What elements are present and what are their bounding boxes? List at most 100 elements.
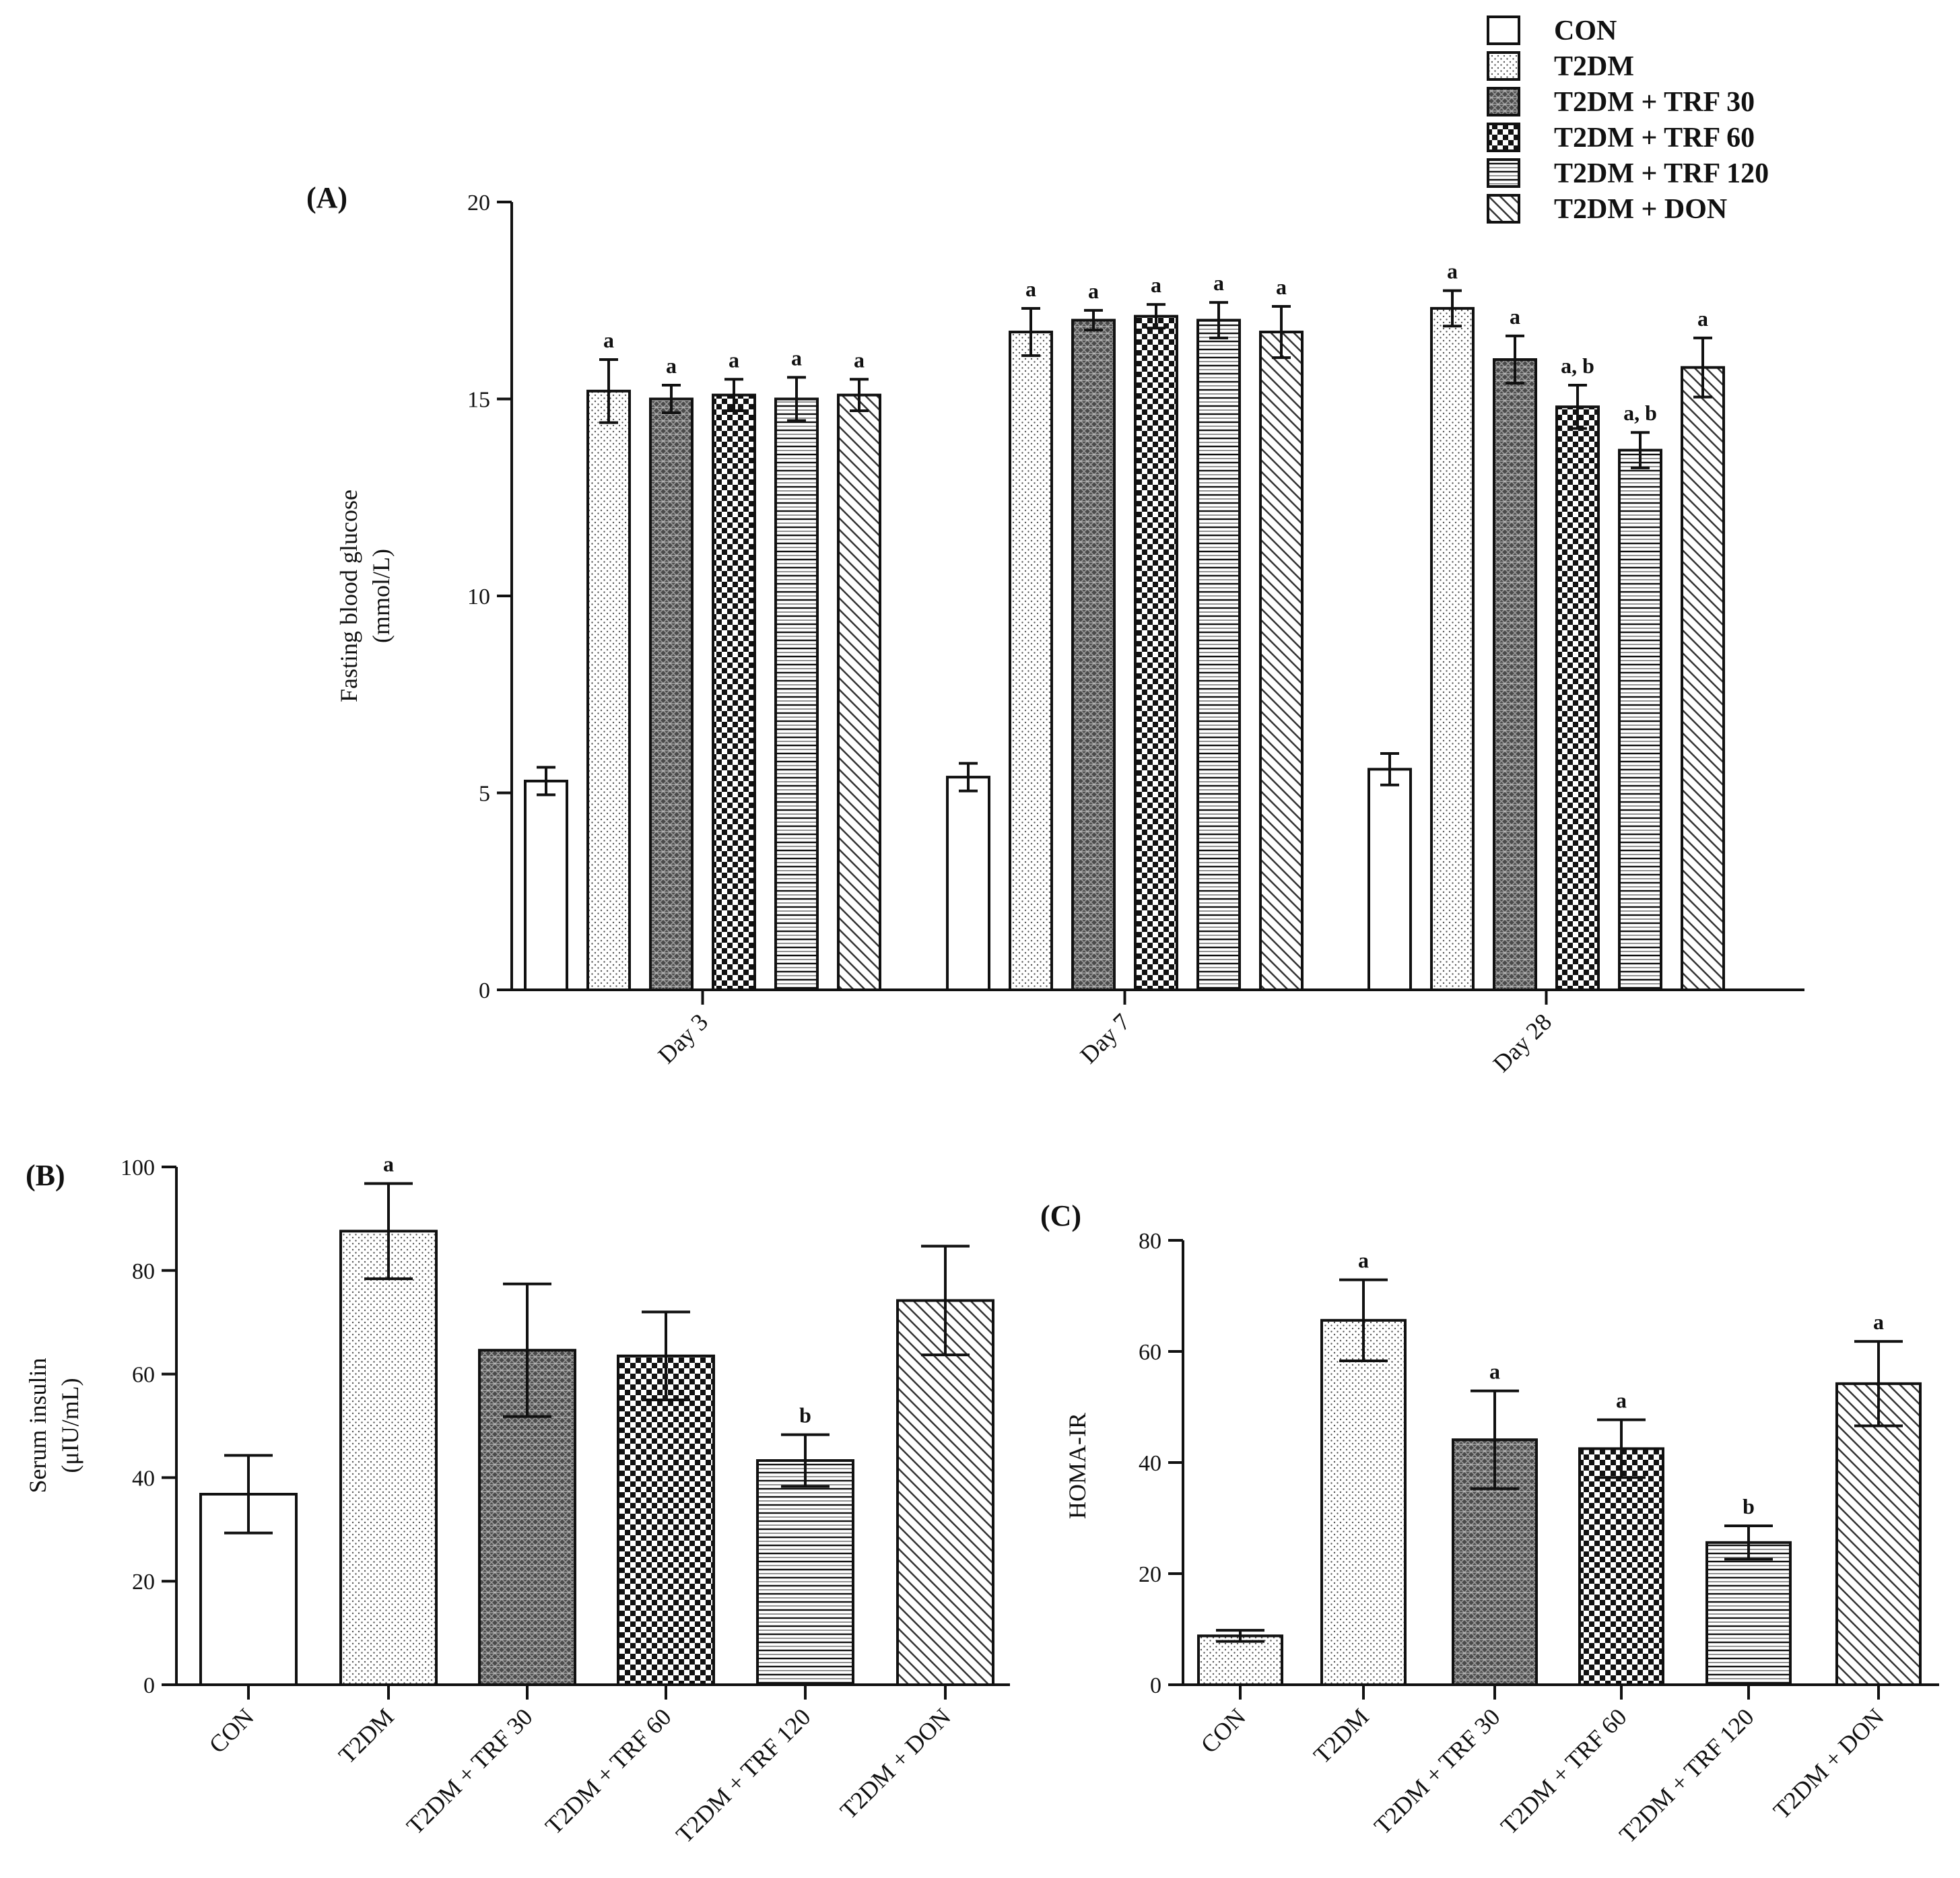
panel-a-label: (A) <box>306 181 347 214</box>
bar-day-7-t2dm-trf-120 <box>1196 318 1241 991</box>
sig-label-day-7-t2dm-trf-30: a <box>1088 279 1099 303</box>
sig-label-day-28-t2dm: a <box>1447 259 1458 283</box>
panel-c-y-tick-label: 60 <box>1139 1340 1161 1365</box>
sig-label-day-28-t2dm-trf-30: a <box>1510 304 1520 329</box>
legend-label: T2DM + TRF 60 <box>1554 123 1755 154</box>
legend-item-con: CON <box>1487 15 1617 46</box>
panel-c-x-label-t2dm-trf-30: T2DM + TRF 30 <box>1369 1703 1506 1840</box>
sig-label-day-28-t2dm-trf-60: a, b <box>1561 354 1594 378</box>
bar-day-28-con <box>1367 768 1412 992</box>
bar-day-7-con <box>946 776 990 991</box>
panel-b-bars: ab <box>199 1152 994 1687</box>
panel-b-y-tick-label: 60 <box>132 1363 155 1388</box>
sig-label-day-7-t2dm: a <box>1025 277 1036 301</box>
legend-item-t2dm-trf-30: T2DM + TRF 30 <box>1487 87 1755 118</box>
bar-day-3-t2dm-trf-30 <box>649 397 694 991</box>
panel-c-bar-t2dm-trf-60 <box>1578 1447 1664 1686</box>
panel-c-bar-t2dm-don <box>1835 1382 1922 1687</box>
panel-c-y-tick-label: 80 <box>1139 1229 1161 1254</box>
panel-c-y-tick-label: 20 <box>1139 1562 1161 1587</box>
panel-b-x-label-con: CON <box>204 1703 259 1758</box>
legend-swatch <box>1487 51 1520 81</box>
panel-b-x-label-t2dm-trf-120: T2DM + TRF 120 <box>671 1703 815 1848</box>
bar-day-7-t2dm <box>1009 331 1053 991</box>
panel-c-label: (C) <box>1040 1199 1081 1232</box>
panel-c-sig-label-t2dm-trf-30: a <box>1489 1360 1500 1384</box>
panel-c-y-tick-label: 0 <box>1150 1673 1161 1698</box>
panel-c-y-title: HOMA-IR <box>1064 1413 1091 1519</box>
legend-label: T2DM + DON <box>1554 194 1727 225</box>
sig-label-day-3-t2dm-trf-30: a <box>666 354 677 378</box>
panel-a-y-title-line2: (mmol/L) <box>368 549 395 643</box>
panel-c-x-label-t2dm-trf-60: T2DM + TRF 60 <box>1495 1703 1632 1840</box>
legend-swatch <box>1487 158 1520 188</box>
sig-label-day-7-t2dm-trf-120: a <box>1213 271 1224 295</box>
x-label-day-28: Day 28 <box>1488 1008 1557 1077</box>
panel-b-y-tick-label: 80 <box>132 1259 155 1284</box>
bar-day-28-t2dm-trf-120 <box>1618 448 1662 991</box>
legend-swatch <box>1487 87 1520 116</box>
panel-b-bar-t2dm-trf-60 <box>617 1354 715 1687</box>
panel-c-bar-t2dm-trf-120 <box>1705 1541 1792 1687</box>
panel-b-y-tick-label: 40 <box>132 1466 155 1491</box>
legend-item-t2dm-trf-60: T2DM + TRF 60 <box>1487 123 1755 154</box>
panel-a-y-tick-label: 10 <box>467 584 490 609</box>
panel-a-y-axis: 0 5 10 15 20 <box>467 191 513 1003</box>
bar-day-7-t2dm-don <box>1259 331 1304 991</box>
x-label-day-3: Day 3 <box>652 1008 713 1069</box>
sig-label-day-3-t2dm-don: a <box>854 347 865 372</box>
bar-day-3-con <box>524 779 568 991</box>
panel-c-x-label-t2dm: T2DM <box>1308 1703 1374 1769</box>
panel-c-bars: a a a b a <box>1197 1248 1922 1687</box>
panel-b-label: (B) <box>26 1159 65 1192</box>
panel-b-y-title-line1: Serum insulin <box>24 1357 51 1493</box>
bar-day-7-t2dm-trf-30 <box>1071 318 1116 991</box>
panel-b-sig-label-t2dm-trf-120: b <box>799 1403 811 1428</box>
panel-c-sig-label-t2dm-trf-60: a <box>1616 1388 1627 1412</box>
bar-day-3-t2dm-trf-120 <box>774 397 819 991</box>
sig-label-day-3-t2dm-trf-120: a <box>791 345 802 370</box>
panel-b-y-tick-label: 100 <box>121 1155 155 1180</box>
panel-a-x-axis: Day 3 Day 7 Day 28 <box>512 988 1804 1077</box>
panel-b-x-label-t2dm-trf-30: T2DM + TRF 30 <box>401 1703 538 1840</box>
panel-a: (A) 0 5 10 15 20 a a a a a a a a a a a a a, b a, b a Day 3… <box>306 15 1804 1077</box>
panel-a-y-tick-label: 20 <box>467 191 490 215</box>
panel-b-x-label-t2dm-don: T2DM + DON <box>835 1703 956 1824</box>
sig-label-day-3-t2dm: a <box>603 328 614 352</box>
panel-c-sig-label-t2dm: a <box>1358 1248 1369 1273</box>
panel-c-x-label-con: CON <box>1196 1703 1251 1758</box>
sig-label-day-7-t2dm-trf-60: a <box>1151 273 1161 297</box>
sig-label-day-28-t2dm-trf-120: a, b <box>1623 401 1657 425</box>
bar-day-28-t2dm-trf-30 <box>1493 358 1537 991</box>
panel-a-legend: CON T2DM T2DM + TRF 30 T2DM + TRF 60 T2DM + … <box>1487 15 1769 225</box>
legend-swatch <box>1487 194 1520 224</box>
panel-b-y-tick-label: 20 <box>132 1570 155 1595</box>
legend-item-t2dm: T2DM <box>1487 51 1634 82</box>
bar-day-28-t2dm <box>1430 306 1475 991</box>
panel-c-bar-con <box>1197 1634 1283 1686</box>
panel-b-y-tick-label: 0 <box>143 1673 155 1698</box>
panel-c-sig-label-t2dm-trf-120: b <box>1743 1494 1755 1518</box>
legend-label: T2DM + TRF 120 <box>1554 158 1769 189</box>
legend-label: T2DM <box>1554 51 1634 82</box>
sig-label-day-3-t2dm-trf-60: a <box>729 347 739 372</box>
panel-c-x-label-t2dm-trf-120: T2DM + TRF 120 <box>1614 1703 1759 1848</box>
panel-a-bars: a a a a a a a a a a a a a, b a, b a <box>524 259 1725 992</box>
panel-a-y-tick-label: 0 <box>479 978 490 1003</box>
bar-day-3-t2dm-don <box>837 393 881 991</box>
bar-day-3-t2dm <box>586 389 631 991</box>
panel-c-bar-t2dm <box>1320 1318 1407 1687</box>
panel-b-sig-label-t2dm: a <box>383 1152 394 1176</box>
legend-label: CON <box>1554 15 1617 46</box>
panel-a-y-title-line1: Fasting blood glucose <box>335 490 362 702</box>
bar-day-7-t2dm-trf-60 <box>1134 314 1178 991</box>
panel-c-y-axis: 0 20 40 60 80 <box>1139 1229 1184 1698</box>
panel-b-bar-t2dm-don <box>896 1299 994 1686</box>
legend-item-t2dm-trf-120: T2DM + TRF 120 <box>1487 158 1769 189</box>
legend-swatch <box>1487 123 1520 152</box>
panel-c-y-tick-label: 40 <box>1139 1451 1161 1476</box>
